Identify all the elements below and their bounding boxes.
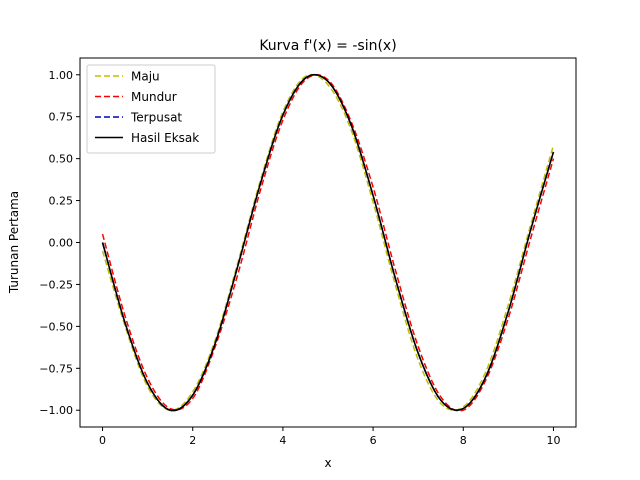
y-tick-label: 0.25 [49,195,74,208]
series-line-hasil-eksak [101,73,555,412]
x-tick-label: 10 [546,434,560,447]
legend-label-hasil-eksak: Hasil Eksak [131,131,199,145]
plot-lines [101,73,555,412]
legend-box [86,64,216,154]
legend-label-maju: Maju [131,70,160,84]
y-tick-label: −1.00 [39,404,73,417]
y-tick-label: 1.00 [49,69,74,82]
x-tick-label: 8 [460,434,467,447]
chart-title: Kurva f'(x) = -sin(x) [259,38,396,54]
legend-label-mundur: Mundur [131,90,177,104]
x-tick-label: 4 [279,434,286,447]
series-line-mundur [101,74,555,412]
legend-label-terpusat: Terpusat [130,111,182,125]
legend: Maju Mundur Terpusat Hasil Eksak [86,64,216,154]
x-axis: 0 2 4 6 8 10 [99,427,560,447]
y-tick-label: 0.00 [49,237,74,250]
y-tick-label: −0.25 [39,278,73,291]
y-axis: −1.00 −0.75 −0.50 −0.25 0.00 0.25 0.50 0.75 1.00 [39,69,80,417]
x-tick-label: 6 [370,434,377,447]
x-axis-title: x [324,456,331,470]
y-axis-title: Turunan Pertama [7,191,21,294]
x-tick-label: 0 [99,434,106,447]
y-tick-label: 0.50 [49,153,74,166]
y-tick-label: 0.75 [49,111,74,124]
series-line-maju [101,73,555,411]
y-tick-label: −0.75 [39,362,73,375]
x-tick-label: 2 [189,434,196,447]
y-tick-label: −0.50 [39,320,73,333]
